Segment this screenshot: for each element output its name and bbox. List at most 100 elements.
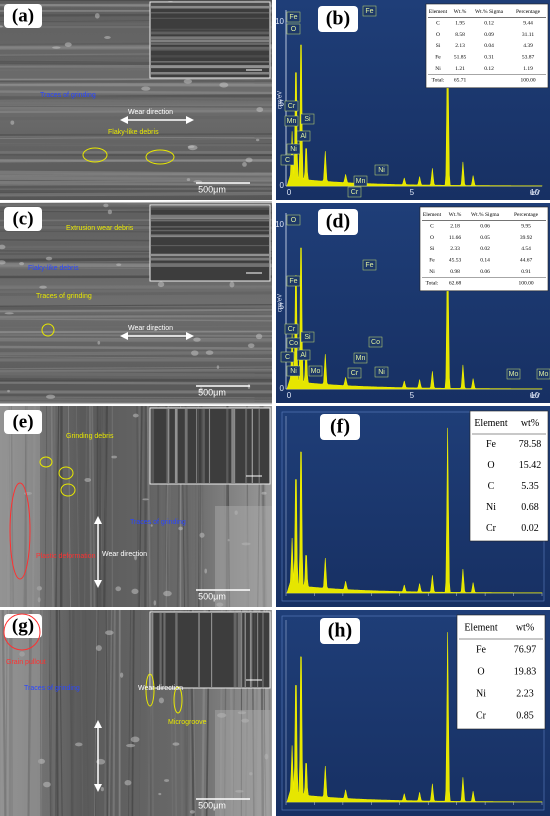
particle bbox=[150, 524, 153, 527]
peak-label-box bbox=[308, 365, 323, 377]
table-cell: 0.12 bbox=[484, 20, 494, 26]
panel-label-box bbox=[4, 614, 42, 638]
particle bbox=[107, 209, 113, 215]
x-tick-label: 0 bbox=[287, 391, 292, 400]
peak-label-box bbox=[347, 367, 362, 379]
panel-label: (e) bbox=[12, 411, 33, 432]
table-box bbox=[419, 206, 549, 292]
peak-label-box bbox=[296, 130, 311, 142]
peak-label-box bbox=[286, 143, 301, 155]
table-header: Wt.% bbox=[454, 9, 467, 15]
peak-label-box bbox=[362, 5, 377, 17]
texture bbox=[131, 609, 135, 816]
particle bbox=[7, 389, 10, 393]
texture bbox=[107, 609, 111, 816]
texture bbox=[40, 609, 43, 816]
table-header: Element bbox=[429, 9, 448, 15]
table-cell: 0.12 bbox=[484, 66, 494, 72]
texture bbox=[146, 609, 150, 816]
y-tick-label: 0 bbox=[280, 384, 285, 393]
table-cell: O bbox=[477, 666, 484, 677]
particle bbox=[84, 477, 92, 482]
x-tick-label: 5 bbox=[410, 188, 415, 197]
texture bbox=[0, 341, 273, 343]
highlight-ring bbox=[41, 323, 55, 337]
texture bbox=[50, 609, 53, 816]
table-cell: Si bbox=[430, 246, 435, 252]
highlight-ring bbox=[3, 613, 41, 651]
panel-label: (g) bbox=[12, 615, 34, 636]
particle bbox=[172, 742, 180, 746]
highlight-ring bbox=[9, 482, 31, 580]
table-cell: O bbox=[430, 235, 434, 241]
peak-label: O bbox=[291, 217, 297, 224]
texture bbox=[0, 381, 273, 385]
peak-label: Fe bbox=[289, 14, 297, 21]
peak-label-box bbox=[286, 275, 301, 287]
highlight-ring bbox=[58, 466, 74, 480]
table-cell: 44.67 bbox=[520, 258, 533, 264]
peak-label-box bbox=[300, 331, 315, 343]
arrow-head bbox=[94, 720, 102, 792]
texture bbox=[0, 175, 273, 181]
peak-label-box bbox=[280, 351, 295, 363]
table-cell: 2.18 bbox=[450, 223, 460, 229]
peak-label: Cr bbox=[351, 370, 359, 377]
x-tick-label: 10 bbox=[530, 391, 539, 400]
texture bbox=[108, 609, 113, 816]
table-cell: 45.53 bbox=[449, 258, 462, 264]
panel-label: (a) bbox=[12, 5, 34, 26]
particle bbox=[153, 328, 158, 332]
particle bbox=[0, 244, 6, 250]
table-header: Element bbox=[474, 418, 508, 429]
table-cell: 0.04 bbox=[484, 43, 494, 49]
annotation: Wear direction bbox=[102, 551, 147, 558]
texture bbox=[55, 405, 60, 608]
annotation: Microgroove bbox=[168, 719, 207, 726]
particle bbox=[183, 79, 193, 84]
particle bbox=[134, 554, 137, 561]
texture bbox=[0, 345, 273, 350]
panel-label: (d) bbox=[326, 211, 350, 233]
highlight-ring bbox=[145, 149, 175, 165]
spectrum bbox=[286, 20, 543, 187]
table-cell: Ni bbox=[476, 688, 486, 699]
annotation: Traces of grinding bbox=[40, 92, 96, 99]
texture bbox=[0, 318, 273, 322]
peak-label: Ni bbox=[378, 369, 385, 376]
texture bbox=[0, 366, 273, 370]
particle bbox=[164, 779, 170, 782]
peak-label: Cr bbox=[351, 189, 359, 196]
particle bbox=[187, 145, 195, 148]
particle bbox=[153, 600, 157, 606]
table-cell: 100.00 bbox=[520, 77, 535, 83]
annotation: Traces of grinding bbox=[36, 293, 92, 300]
texture bbox=[0, 350, 273, 356]
spectrum bbox=[286, 223, 543, 390]
texture bbox=[72, 609, 75, 816]
particle bbox=[256, 107, 264, 113]
texture bbox=[44, 405, 47, 608]
particle bbox=[115, 586, 122, 592]
panel-label-box bbox=[320, 618, 360, 644]
peak-label-box bbox=[536, 368, 550, 380]
texture bbox=[82, 405, 87, 608]
table-cell: 53.87 bbox=[522, 55, 535, 61]
texture bbox=[88, 405, 92, 608]
worn-edge bbox=[0, 406, 40, 607]
texture bbox=[0, 374, 273, 380]
y-axis-label: cps/eV bbox=[278, 91, 284, 109]
table-cell: 65.71 bbox=[454, 77, 467, 83]
texture bbox=[0, 378, 273, 382]
table-cell: 0.09 bbox=[484, 32, 494, 38]
x-tick-label: 0 bbox=[287, 188, 292, 197]
texture bbox=[0, 90, 273, 95]
peak-label: C bbox=[285, 354, 290, 361]
table-header: Wt.% Sigma bbox=[471, 212, 500, 218]
particle bbox=[105, 630, 114, 636]
texture bbox=[0, 83, 273, 87]
table-cell: Ni bbox=[486, 502, 496, 513]
particle bbox=[10, 120, 15, 125]
texture bbox=[0, 109, 273, 113]
table-cell: 0.02 bbox=[480, 246, 490, 252]
